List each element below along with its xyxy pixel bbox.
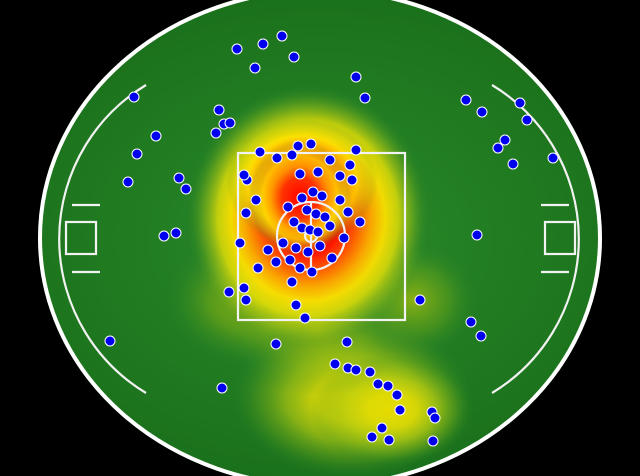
boundary-ellipse — [38, 0, 602, 476]
left-arc — [58, 84, 147, 394]
left-goal — [64, 220, 98, 256]
hotspot-core — [248, 140, 352, 256]
right-arc — [491, 84, 580, 394]
penalty-box — [236, 151, 407, 322]
right-goal — [543, 220, 577, 256]
